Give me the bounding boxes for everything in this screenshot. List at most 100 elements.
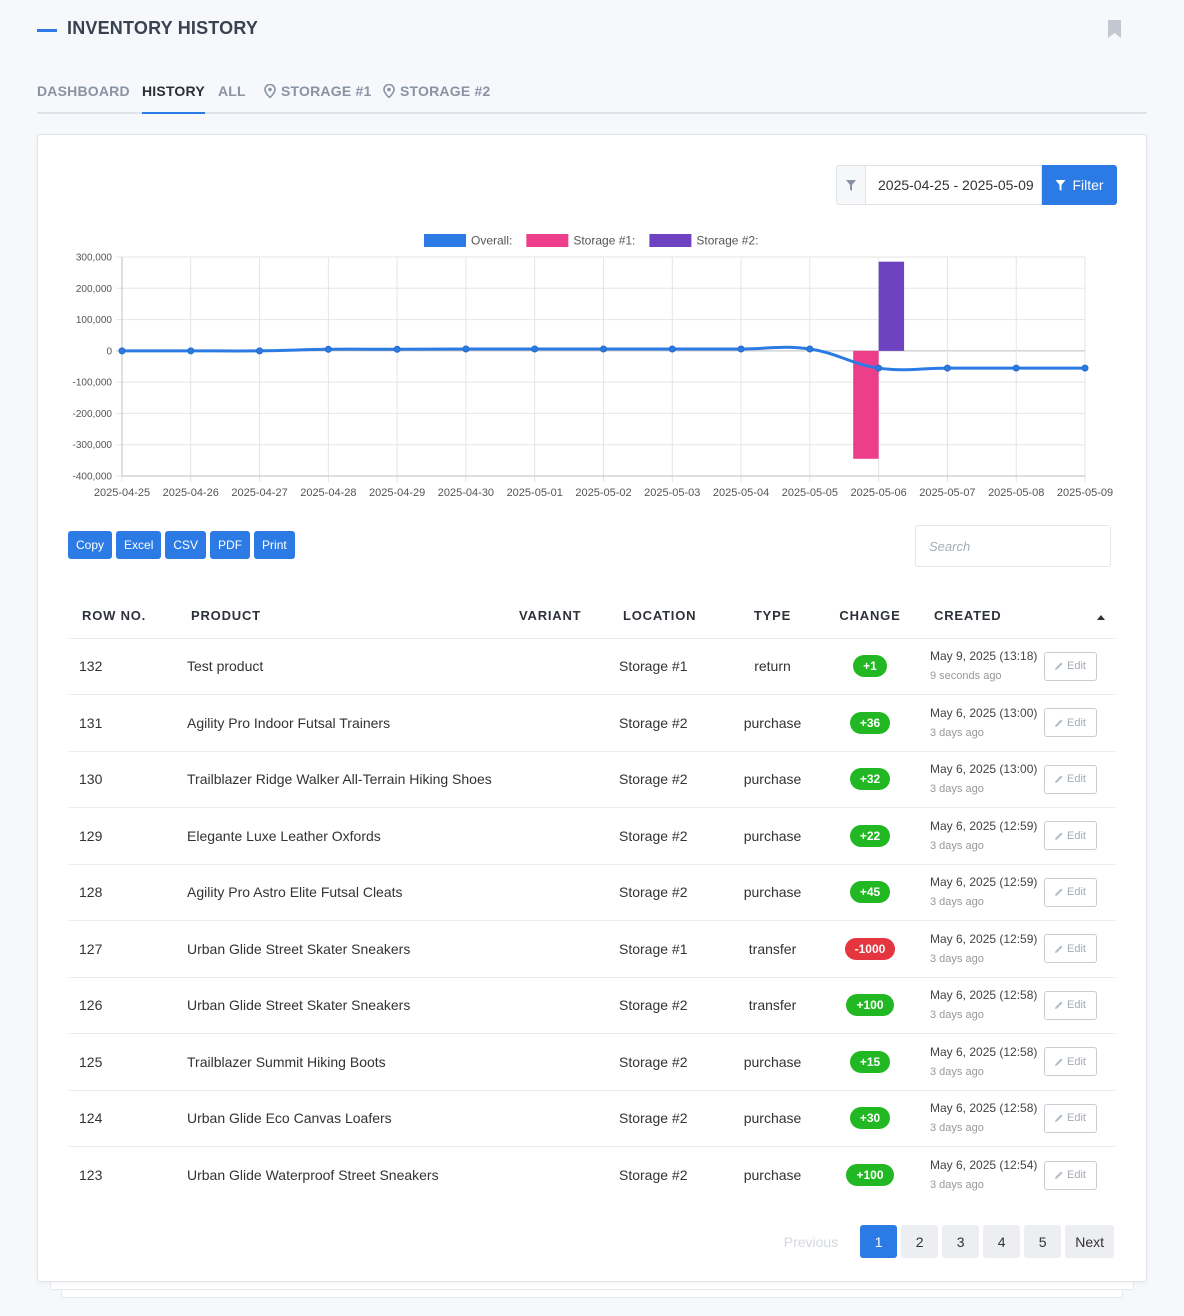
table-header-row: ROW NO. PRODUCT VARIANT LOCATION TYPE CH… [69,593,1115,639]
created-date: May 6, 2025 (12:59) [930,818,1038,833]
column-header-variant[interactable]: VARIANT [507,593,611,639]
edit-button-label: Edit [1067,1169,1086,1181]
tab-storage-2[interactable]: STORAGE #2 [383,83,490,99]
actions-cell: Edit [1040,1090,1115,1147]
location: Storage #1 [611,920,723,978]
y-tick-label: 0 [106,346,112,357]
change-badge: +36 [849,711,891,734]
funnel-icon [1055,179,1066,191]
pdf-button[interactable]: PDF [210,531,251,559]
column-header-change[interactable]: CHANGE [822,593,918,639]
sort-ascending-icon[interactable] [1040,593,1115,639]
row-number: 127 [69,920,173,978]
page-button-3[interactable]: 3 [942,1225,980,1258]
previous-page-button[interactable]: Previous [783,1233,839,1250]
tab-storage-1[interactable]: STORAGE #1 [264,83,371,99]
product-name: Urban Glide Waterproof Street Sneakers [187,1167,439,1183]
tab-all[interactable]: ALL [218,83,246,99]
title-accent-bar [37,29,57,32]
pencil-icon [1055,1058,1063,1066]
filter-button[interactable]: Filter [1042,165,1117,205]
location: Storage #1 [611,638,723,695]
product-name: Trailblazer Summit Hiking Boots [173,1033,507,1091]
x-tick-label: 2025-04-28 [300,487,356,499]
edit-button[interactable]: Edit [1044,1103,1097,1133]
edit-button-label: Edit [1067,886,1086,899]
page-button-5[interactable]: 5 [1024,1225,1062,1258]
edit-button[interactable]: Edit [1044,1160,1097,1190]
copy-button[interactable]: Copy [68,531,113,559]
page-button-4[interactable]: 4 [983,1225,1021,1258]
tab-label: DASHBOARD [37,83,130,99]
overall-point [737,345,745,353]
edit-button[interactable]: Edit [1044,821,1097,851]
edit-button[interactable]: Edit [1044,877,1097,907]
tab-dashboard[interactable]: DASHBOARD [37,83,130,99]
created-cell: May 6, 2025 (12:59) 3 days ago [918,807,1040,865]
page-button-2[interactable]: 2 [901,1225,939,1258]
page-button-1[interactable]: 1 [860,1225,898,1258]
row-number: 131 [69,694,173,752]
pencil-icon [1055,775,1063,784]
table-row: 125 Trailblazer Summit Hiking Boots Storag… [69,1033,1115,1091]
column-header-product[interactable]: PRODUCT [173,593,507,639]
change-badge: +32 [849,768,891,791]
product-name: Urban Glide Street Skater Sneakers [173,977,507,1034]
y-tick-label: 300,000 [76,253,113,264]
column-header-location[interactable]: LOCATION [611,593,723,639]
csv-button[interactable]: CSV [165,531,207,559]
y-tick-label: -400,000 [73,472,113,483]
inventory-chart: 300,000 200,000 100,000 0 -100,000 -200,000 -3… [73,234,1114,500]
location: Storage #2 [611,751,723,808]
card-stack-shadow [50,1280,1134,1290]
tab-label: STORAGE #2 [400,83,491,99]
edit-button[interactable]: Edit [1044,990,1097,1020]
change-badge: +45 [849,881,891,904]
tab-history[interactable]: HISTORY [142,83,205,114]
x-tick-label: 2025-05-02 [575,487,631,499]
created-ago: 3 days ago [930,952,984,965]
search-input[interactable] [915,525,1111,567]
created-cell: May 6, 2025 (12:58) 3 days ago [918,1033,1040,1091]
column-header-row-no[interactable]: ROW NO. [69,593,173,639]
change-cell: +15 [822,1033,918,1091]
excel-button[interactable]: Excel [116,531,162,559]
pencil-icon [1055,1114,1063,1123]
overall-point [943,364,951,372]
type: purchase [723,1033,822,1091]
edit-button[interactable]: Edit [1044,1047,1097,1077]
created-ago: 3 days ago [930,1122,984,1135]
variant [507,864,611,921]
legend-label: Storage #2: [696,234,758,248]
overall-point [600,345,607,353]
edit-button[interactable]: Edit [1044,764,1097,794]
edit-button-label: Edit [1067,1055,1086,1068]
change-cell: +30 [822,1090,918,1147]
overall-point [324,345,332,353]
row-number: 129 [69,807,173,865]
edit-button[interactable]: Edit [1044,708,1097,738]
overall-point [1081,364,1089,372]
column-header-created[interactable]: CREATED [918,593,1040,639]
next-page-button[interactable]: Next [1065,1225,1114,1258]
change-badge: -1000 [844,937,896,960]
table-row: 124 Urban Glide Eco Canvas Loafers Storage… [69,1090,1115,1147]
date-range-input[interactable] [865,165,1042,205]
change-badge: +100 [846,994,894,1017]
edit-button[interactable]: Edit [1044,934,1097,964]
change-badge: +1 [853,655,887,678]
row-number: 126 [69,977,173,1034]
row-number: 124 [69,1090,173,1147]
overall-point [393,345,401,353]
type: purchase [723,864,822,921]
map-pin-icon [264,84,276,98]
type: return [723,638,822,695]
bookmark-icon[interactable] [1108,20,1121,38]
type: purchase [723,694,822,752]
print-button[interactable]: Print [254,531,295,559]
overall-point [256,347,264,355]
column-header-type[interactable]: TYPE [723,593,822,639]
edit-button[interactable]: Edit [1044,651,1097,681]
edit-button-label: Edit [1067,716,1086,729]
edit-button-label: Edit [1067,999,1086,1012]
